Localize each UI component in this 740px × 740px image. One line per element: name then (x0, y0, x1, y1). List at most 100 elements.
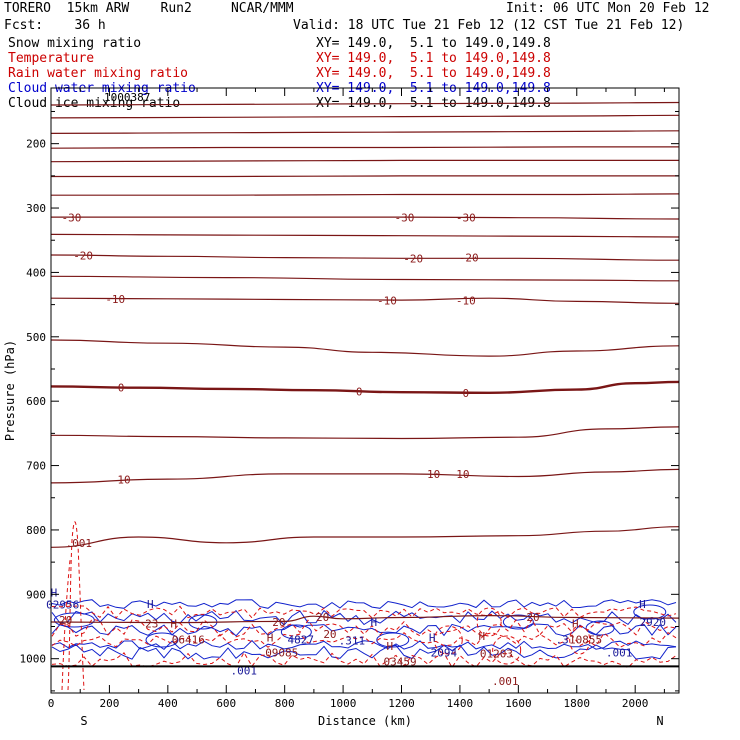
rain-plume-2 (61, 559, 71, 691)
cloud-water-contour (51, 599, 677, 609)
cloud-water-contour (51, 623, 677, 637)
mixing-ratio-label: .311 (339, 635, 366, 648)
cloud-water-contour (51, 609, 677, 626)
x-tick-label: 1000 (330, 697, 357, 710)
x-axis-title: Distance (km) (318, 714, 412, 728)
valid-line: Valid: 18 UTC Tue 21 Feb 12 (12 CST Tue … (293, 18, 685, 33)
y-tick-label: 200 (26, 138, 46, 151)
field-xy-rain: XY= 149.0, 5.1 to 149.0,149.8 (316, 66, 551, 81)
temperature-contour (51, 216, 679, 220)
x-tick-label: 0 (48, 697, 55, 710)
mixing-ratio-label: 2094 (431, 646, 458, 659)
field-xy-temperature: XY= 149.0, 5.1 to 149.0,149.8 (316, 51, 551, 66)
temperature-contour-label: 20 (526, 611, 539, 624)
mixing-ratio-label: H (170, 617, 177, 630)
temperature-contour-label: -10 (377, 295, 397, 308)
temperature-contour (51, 114, 679, 119)
temperature-contour-label: -30 (456, 212, 476, 225)
cloud-water-cell (145, 632, 179, 648)
field-label-snow: Snow mixing ratio (8, 36, 142, 51)
mixing-ratio-label: .3 (556, 633, 569, 646)
y-tick-label: 900 (26, 588, 46, 601)
temperature-contour (51, 297, 679, 304)
plot-frame (50, 87, 680, 694)
mixing-ratio-label: 01203 (480, 648, 513, 661)
temperature-contour (51, 339, 679, 357)
temperature-contour-label: -20 (403, 252, 423, 265)
temperature-contour-label: 10 (117, 474, 130, 487)
temperature-contour (51, 233, 679, 238)
y-tick-label: 1000 (20, 653, 47, 666)
rain-cell (569, 625, 591, 655)
temperature-contour-label: -10 (456, 295, 476, 308)
temperature-contour-label: -20 (73, 250, 93, 263)
y-tick-label: 500 (26, 331, 46, 344)
mixing-ratio-label: 02956 (46, 599, 79, 612)
temperature-contour-label: -20 (459, 252, 479, 265)
x-tick-label: 600 (216, 697, 236, 710)
temperature-contour (51, 614, 679, 624)
temperature-contour-label: 20 (272, 616, 285, 629)
rain-contour (51, 651, 677, 669)
y-tick-label: 600 (26, 395, 46, 408)
rain-plume (67, 521, 85, 691)
cloud-water-contour (51, 644, 677, 660)
y-tick-label: 700 (26, 460, 46, 473)
temperature-contour-label: -30 (394, 212, 414, 225)
x-tick-label: 400 (158, 697, 178, 710)
x-tick-label: 1600 (505, 697, 532, 710)
mixing-ratio-label: H (639, 598, 646, 611)
rain-contour (51, 605, 677, 619)
endpoint-label-n: N (656, 714, 663, 728)
mixing-ratio-label: 4827 (287, 633, 314, 646)
field-label-cloud-ice: Cloud ice mixing ratio (8, 96, 181, 111)
rain-cell (492, 635, 522, 665)
y-tick-label: 400 (26, 266, 46, 279)
temperature-contour (51, 380, 679, 395)
mixing-ratio-label: H (387, 640, 394, 653)
temperature-contour (51, 275, 679, 282)
contour-label-layer: -30 -30 -30 -20 -20 -20 -10 -10 -10 0 0 0 10 10 10 20 20… (46, 212, 666, 689)
x-tick-label: 1800 (564, 697, 591, 710)
y-tick-label: 300 (26, 202, 46, 215)
temperature-contour-label: 0 (118, 382, 125, 395)
y-tick-label: 800 (26, 524, 46, 537)
x-tick-label: 1200 (388, 697, 415, 710)
mixing-ratio-label: .001 (65, 537, 92, 550)
cloud-water-contour (51, 639, 677, 651)
mixing-ratio-label: H (51, 586, 58, 599)
field-xy-snow: XY= 149.0, 5.1 to 149.0,149.8 (316, 36, 551, 51)
temperature-contour (51, 468, 679, 484)
mixing-ratio-label: 06416 (172, 633, 205, 646)
cloud-water-cell (280, 624, 312, 640)
x-tick-label: 800 (275, 697, 295, 710)
mixing-ratio-label: H (267, 631, 274, 644)
temperature-contour (51, 175, 679, 178)
rain-cell (476, 607, 502, 637)
temperature-contour-label: -10 (105, 293, 125, 306)
mixing-ratio-label: 20 (323, 628, 336, 641)
mixing-ratio-label: 10855 (569, 633, 602, 646)
cloud-water-cell (585, 620, 615, 636)
temperature-contour-label: 20 (316, 611, 329, 624)
mixing-ratio-label: H (479, 630, 486, 643)
temperature-contour (51, 159, 679, 163)
temperature-contour-label: 10 (427, 468, 440, 481)
rain-water-layer (51, 521, 677, 691)
mixing-ratio-label: H (147, 598, 154, 611)
temperature-contour (51, 101, 679, 106)
mixing-ratio-label: 2920 (639, 616, 666, 629)
temperature-contour (51, 193, 679, 196)
mixing-ratio-label: .001 (231, 664, 258, 677)
cloud-water-cell (502, 614, 534, 630)
cloud-water-cell (376, 632, 410, 648)
temperature-contour (51, 426, 679, 440)
mixing-ratio-label: .001 (492, 675, 519, 688)
temperature-contour (51, 526, 679, 548)
x-tick-label: 200 (99, 697, 119, 710)
rain-cell (433, 625, 463, 655)
x-tick-label: 2000 (622, 697, 649, 710)
temperature-contour-label: 0 (462, 387, 469, 400)
